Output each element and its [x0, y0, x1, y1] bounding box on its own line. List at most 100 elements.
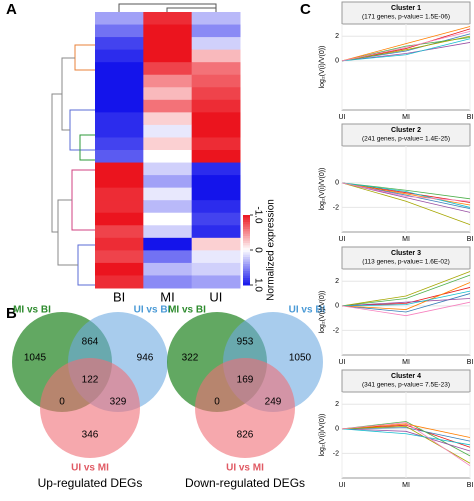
- venn-count: 1045: [24, 353, 47, 364]
- colorbar-step: [243, 229, 250, 232]
- colorbar-step: [243, 264, 250, 267]
- y-tick-label: 0: [335, 180, 339, 187]
- cluster-line: [341, 182, 471, 210]
- cluster-line: [341, 38, 471, 62]
- heatmap-cell: [95, 24, 144, 38]
- colorbar-step: [243, 278, 250, 281]
- panel-label: A: [6, 1, 17, 18]
- colorbar-step: [243, 243, 250, 246]
- colorbar-step: [243, 257, 250, 260]
- colorbar-tick-label: -1.0: [252, 206, 263, 224]
- x-tick-label: MI: [402, 114, 410, 121]
- heatmap-cell: [191, 137, 241, 151]
- cluster-line: [341, 182, 471, 226]
- heatmap-cell: [191, 212, 241, 226]
- cluster-line: [341, 182, 471, 213]
- heatmap-cell: [95, 162, 144, 176]
- heatmap-cell: [191, 250, 241, 264]
- cluster-title: Cluster 2: [391, 127, 421, 134]
- heatmap-cell: [143, 49, 193, 63]
- x-tick-label: MI: [402, 236, 410, 243]
- cluster-line: [341, 427, 471, 442]
- x-tick-label: BI: [467, 482, 474, 489]
- y-tick-label: -2: [333, 327, 339, 334]
- colorbar-step: [243, 252, 250, 256]
- heatmap-cell: [191, 74, 241, 88]
- heatmap-cell: [143, 99, 193, 113]
- heatmap-cell: [143, 62, 193, 76]
- heatmap-cell: [191, 49, 241, 63]
- colorbar-step: [243, 273, 250, 277]
- heatmap-cell: [95, 12, 144, 26]
- y-axis-label: log₂(V(i)/V(0)): [319, 46, 326, 89]
- y-tick-label: 2: [335, 401, 339, 408]
- venn-count: 0: [214, 397, 220, 408]
- heatmap-cell: [95, 187, 144, 201]
- y-tick-label: 0: [335, 58, 339, 65]
- heatmap-cell: [95, 212, 144, 226]
- colorbar-step: [243, 231, 250, 235]
- x-tick-label: UI: [339, 114, 346, 121]
- x-tick-label: MI: [402, 482, 410, 489]
- cluster-line: [341, 282, 471, 310]
- venn-count: 1050: [289, 353, 312, 364]
- x-tick-label: UI: [339, 482, 346, 489]
- heatmap-cell: [143, 212, 193, 226]
- cluster-line: [341, 37, 471, 62]
- venn-count: 953: [237, 337, 254, 348]
- cluster-line: [341, 35, 471, 62]
- heatmap-cell: [191, 187, 241, 201]
- x-tick-label: BI: [467, 236, 474, 243]
- venn-count: 169: [237, 375, 254, 386]
- colorbar-step: [243, 275, 250, 279]
- cluster-line: [341, 42, 471, 62]
- venn-set-label: UI vs BI: [289, 305, 326, 316]
- cluster-line: [341, 423, 471, 438]
- venn-title: Down-regulated DEGs: [185, 476, 305, 490]
- heatmap-cell: [95, 250, 144, 264]
- heatmap-cell: [191, 12, 241, 26]
- heatmap-cell: [191, 237, 241, 251]
- heatmap-cell: [95, 112, 144, 126]
- heatmap-cell: [191, 24, 241, 38]
- cluster-title: Cluster 4: [391, 373, 421, 380]
- cluster-line: [341, 182, 471, 200]
- colorbar-step: [243, 280, 250, 284]
- heatmap-cell: [95, 49, 144, 63]
- cluster-subtitle: (241 genes, p-value= 1.4E-25): [362, 136, 450, 143]
- heatmap-cell: [95, 225, 144, 239]
- y-axis-label: log₂(V(i)/V(0)): [319, 291, 326, 334]
- heatmap-cell: [143, 124, 193, 138]
- heatmap-cell: [143, 162, 193, 176]
- x-tick-label: UI: [339, 359, 346, 366]
- y-tick-label: 0: [335, 426, 339, 433]
- heatmap-cell: [143, 250, 193, 264]
- heatmap-cell: [143, 200, 193, 214]
- heatmap-cell: [143, 74, 193, 88]
- heatmap-cell: [143, 37, 193, 51]
- venn-count: 346: [82, 430, 99, 441]
- cluster-title: Cluster 1: [391, 5, 421, 12]
- heatmap-cell: [143, 237, 193, 251]
- heatmap-cell: [143, 150, 193, 164]
- colorbar-step: [243, 224, 250, 228]
- heatmap-cell: [95, 99, 144, 113]
- venn-set-label: MI vs BI: [168, 305, 206, 316]
- cluster-title: Cluster 3: [391, 250, 421, 257]
- heatmap-cell: [191, 275, 241, 289]
- heatmap-cell: [143, 24, 193, 38]
- x-tick-label: BI: [467, 114, 474, 121]
- colorbar-step: [243, 238, 250, 242]
- colorbar-step: [243, 226, 250, 230]
- heatmap-cell: [191, 175, 241, 189]
- venn-circle: [40, 358, 140, 458]
- cluster-line: [341, 428, 471, 452]
- y-tick-label: 2: [335, 33, 339, 40]
- venn-title: Up-regulated DEGs: [38, 476, 143, 490]
- colorbar-step: [243, 222, 250, 225]
- colorbar-title: Normalized expression: [266, 199, 277, 301]
- colorbar-step: [243, 266, 250, 270]
- colorbar-step: [243, 236, 250, 239]
- venn-set-label: UI vs MI: [71, 463, 109, 474]
